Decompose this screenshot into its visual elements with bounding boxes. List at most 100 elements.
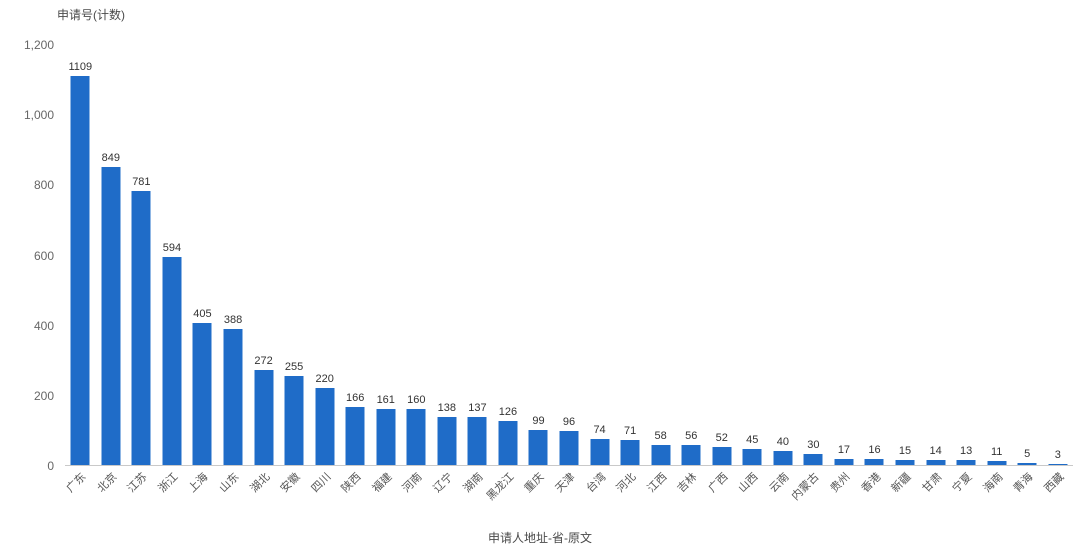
bar-value-label: 40 — [776, 435, 789, 448]
x-tick-label: 广东 — [64, 471, 89, 496]
bar-山东 — [223, 328, 243, 465]
bar-江苏 — [131, 191, 151, 465]
y-tick-label: 400 — [33, 318, 54, 333]
bar-column: 255 安徽 — [279, 44, 310, 495]
x-tick-label: 陕西 — [339, 471, 364, 496]
bar-重庆 — [528, 430, 548, 465]
bar-column: 52 广西 — [706, 44, 737, 495]
bar-value-label: 17 — [837, 444, 851, 457]
bar-value-label: 5 — [1024, 448, 1031, 461]
bar-内蒙古 — [803, 454, 823, 465]
x-tick-label: 河南 — [400, 471, 425, 496]
bar-value-label: 160 — [407, 393, 426, 406]
bar-column: 96 天津 — [553, 44, 585, 495]
bar-陕西 — [345, 406, 365, 465]
bar-column: 220 四川 — [309, 44, 340, 495]
plot-area: 1109 广东 849 北京 781 江苏 594 浙江 405 上海 388 山东 272 湖北 255 安… — [65, 44, 1073, 503]
bar-value-label: 272 — [254, 354, 273, 367]
bar-value-label: 138 — [437, 401, 457, 414]
x-tick-label: 黑龙江 — [484, 471, 517, 503]
bar-value-label: 220 — [315, 372, 334, 385]
x-tick-label: 广西 — [706, 471, 731, 496]
x-tick-label: 香港 — [858, 471, 883, 496]
bar-column: 1109 广东 — [65, 44, 96, 495]
x-tick-label: 西藏 — [1042, 471, 1067, 496]
x-axis-title: 申请人地址-省-原文 — [488, 531, 592, 545]
bar-value-label: 74 — [593, 424, 606, 437]
bar-column: 126 黑龙江 — [485, 44, 524, 503]
y-axis-title: 申请号(计数) — [57, 8, 125, 22]
bar-value-label: 52 — [715, 431, 728, 444]
x-tick-label: 重庆 — [522, 471, 547, 496]
bar-黑龙江 — [498, 420, 518, 465]
bar-column: 272 湖北 — [248, 44, 279, 495]
bar-value-label: 405 — [193, 307, 212, 320]
y-axis: 0 200 400 600 800 1,000 1,200 — [0, 0, 58, 549]
bar-column: 14 甘肃 — [920, 44, 951, 495]
bar-value-label: 3 — [1054, 448, 1061, 461]
bar-column: 781 江苏 — [126, 44, 157, 495]
x-tick-label: 贵州 — [828, 471, 853, 496]
y-tick-label: 0 — [47, 459, 54, 473]
bar-广西 — [712, 446, 732, 465]
bar-宁夏 — [956, 460, 976, 465]
x-tick-label: 云南 — [767, 471, 792, 496]
bar-column: 405 上海 — [187, 44, 218, 495]
bar-湖北 — [254, 369, 274, 465]
bar-香港 — [864, 459, 884, 465]
bar-column: 15 新疆 — [889, 44, 921, 495]
bar-吉林 — [681, 445, 701, 465]
bar-value-label: 14 — [929, 445, 942, 458]
bar-column: 45 山西 — [737, 44, 768, 495]
bar-北京 — [101, 167, 121, 465]
bar-column: 5 青海 — [1012, 44, 1043, 495]
bar-value-label: 58 — [654, 429, 667, 442]
bar-value-label: 255 — [284, 360, 304, 373]
bar-湖南 — [467, 416, 487, 465]
x-tick-label: 浙江 — [156, 471, 181, 496]
bar-新疆 — [895, 459, 915, 465]
x-tick-label: 湖北 — [248, 471, 273, 496]
x-tick-label: 山东 — [217, 471, 242, 496]
x-tick-label: 台湾 — [584, 471, 609, 496]
bar-column: 56 吉林 — [676, 44, 707, 495]
x-tick-label: 甘肃 — [920, 471, 945, 496]
bar-value-label: 166 — [346, 391, 365, 404]
x-tick-label: 青海 — [1011, 471, 1036, 496]
y-tick-label: 1,200 — [23, 38, 54, 52]
bar-value-label: 15 — [898, 444, 912, 457]
bar-column: 11 海南 — [981, 44, 1012, 495]
bar-column: 166 陕西 — [340, 44, 371, 495]
bar-value-label: 99 — [532, 415, 545, 428]
x-tick-label: 辽宁 — [431, 471, 456, 496]
x-tick-label: 江苏 — [125, 471, 150, 496]
bar-广东 — [70, 75, 90, 465]
bar-河南 — [406, 408, 426, 465]
x-tick-label: 北京 — [95, 471, 120, 496]
x-tick-label: 内蒙古 — [790, 471, 822, 503]
bar-台湾 — [590, 439, 610, 465]
bar-column: 160 河南 — [401, 44, 432, 495]
bar-上海 — [192, 322, 212, 465]
bar-value-label: 16 — [868, 444, 881, 457]
bar-value-label: 161 — [376, 393, 395, 406]
bar-column: 30 内蒙古 — [790, 44, 829, 503]
x-tick-label: 吉林 — [675, 471, 700, 496]
x-tick-label: 上海 — [186, 471, 211, 496]
x-tick-label: 山西 — [736, 471, 761, 496]
bar-甘肃 — [926, 460, 946, 465]
bar-value-label: 30 — [807, 439, 820, 452]
bar-青海 — [1017, 463, 1037, 465]
bar-福建 — [376, 408, 396, 465]
bar-column: 40 云南 — [767, 44, 799, 495]
x-tick-label: 湖南 — [461, 471, 486, 496]
x-tick-label: 福建 — [370, 471, 395, 496]
bar-column: 13 宁夏 — [951, 44, 982, 495]
bar-云南 — [773, 450, 793, 465]
bar-value-label: 781 — [132, 176, 151, 188]
bar-column: 58 江西 — [645, 44, 676, 495]
bar-value-label: 71 — [623, 425, 637, 438]
bar-value-label: 13 — [960, 445, 973, 458]
bar-column: 138 辽宁 — [431, 44, 463, 495]
